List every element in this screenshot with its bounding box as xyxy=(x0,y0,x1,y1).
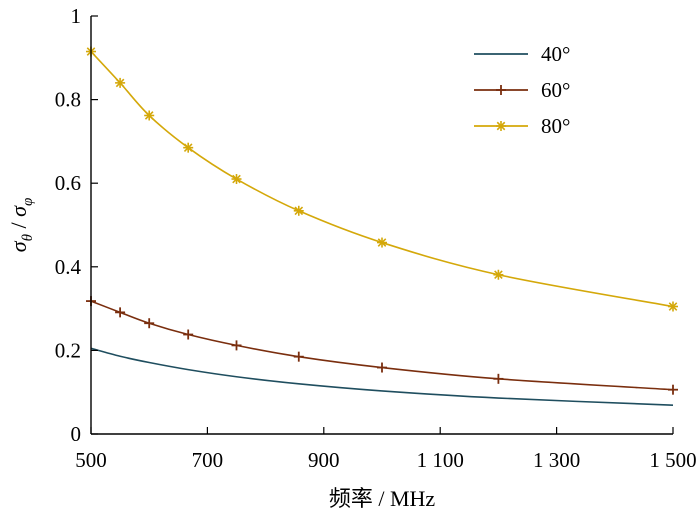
data-point xyxy=(183,329,194,340)
series-line-3 xyxy=(90,50,674,308)
legend-item: 80° xyxy=(474,114,570,138)
legend-item: 40° xyxy=(474,42,570,66)
legend-marker xyxy=(496,121,506,131)
legend: 40° 60° 80° xyxy=(474,42,570,138)
x-tick-label: 900 xyxy=(308,448,340,472)
y-tick-label: 0.8 xyxy=(55,88,81,112)
x-tick-label: 500 xyxy=(75,448,107,472)
axes-layer xyxy=(90,16,673,435)
ticks-layer: 0 0.2 0.4 0.6 0.8 1 500 700 900 1 100 1 300 1 500 xyxy=(55,4,697,472)
series-layer xyxy=(86,46,678,406)
y-tick-label: 0.2 xyxy=(55,338,81,362)
legend-marker xyxy=(496,85,506,95)
x-tick-label: 1 300 xyxy=(533,448,580,472)
y-tick-label: 0.4 xyxy=(55,255,82,279)
x-tick-label: 1 500 xyxy=(649,448,696,472)
data-point xyxy=(231,174,242,185)
y-tick-label: 0 xyxy=(71,422,82,446)
y-axis-title: σθ / σφ xyxy=(6,198,36,253)
data-point xyxy=(493,373,504,384)
legend-item: 60° xyxy=(474,78,570,102)
data-point xyxy=(144,110,155,121)
data-point xyxy=(293,351,304,362)
legend-label: 60° xyxy=(541,78,570,102)
x-tick-label: 1 100 xyxy=(417,448,464,472)
series-line-2 xyxy=(90,300,674,391)
data-point xyxy=(144,318,155,329)
data-point xyxy=(493,269,504,280)
data-point xyxy=(115,307,126,318)
data-point xyxy=(377,362,387,373)
x-axis-title: 频率 / MHz xyxy=(329,486,436,511)
data-point xyxy=(183,142,194,153)
legend-label: 80° xyxy=(541,114,570,138)
series-line-1 xyxy=(90,347,674,406)
data-point xyxy=(668,384,678,395)
legend-label: 40° xyxy=(541,42,570,66)
data-point xyxy=(668,301,678,312)
y-tick-label: 1 xyxy=(71,4,82,28)
data-point xyxy=(231,340,242,351)
data-point xyxy=(377,237,387,248)
y-tick-label: 0.6 xyxy=(55,171,81,195)
x-tick-label: 700 xyxy=(192,448,224,472)
data-point xyxy=(115,77,126,88)
data-point xyxy=(293,205,304,216)
